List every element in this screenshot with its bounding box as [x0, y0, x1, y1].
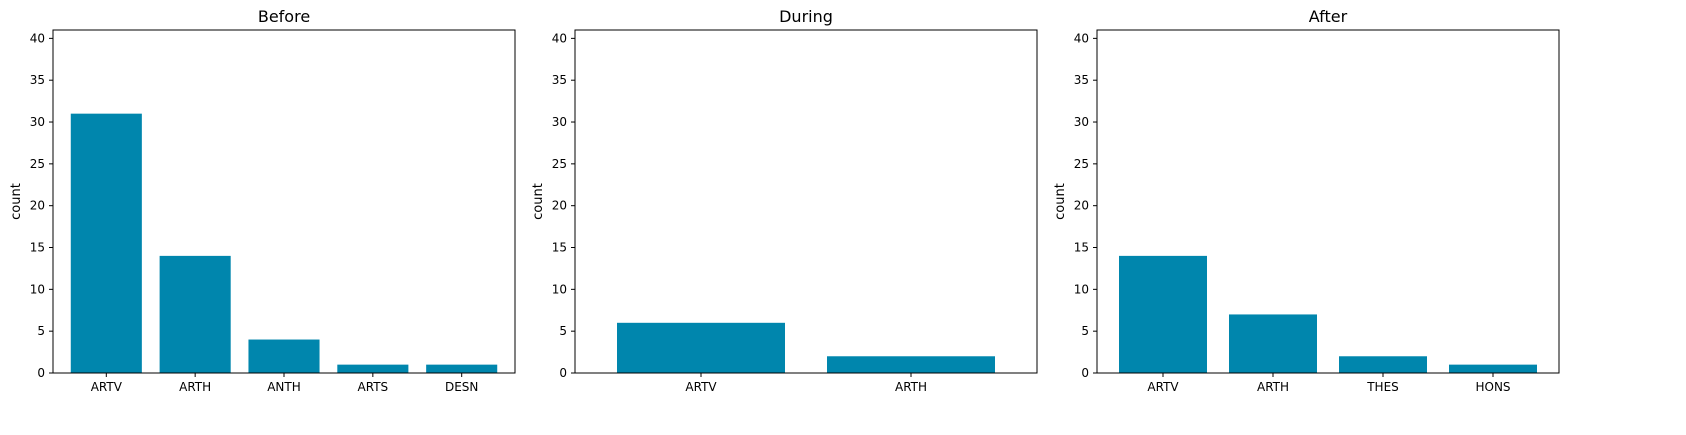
- y-tick-label: 5: [37, 324, 45, 338]
- y-tick-label: 30: [552, 115, 567, 129]
- x-tick-label: ARTH: [1257, 380, 1289, 394]
- y-tick-label: 10: [552, 282, 567, 296]
- bar-desn: [426, 364, 498, 373]
- y-tick-label: 5: [559, 324, 567, 338]
- bar-arth: [159, 255, 231, 373]
- x-tick-label: THES: [1366, 380, 1399, 394]
- bar-artv: [1119, 255, 1207, 373]
- chart-panel-1: 0 5 10 15 20 25 30 35 40 ARTV ARTH ANTH ARTS DESN Befo…: [9, 7, 516, 394]
- y-axis-label: count: [1053, 183, 1068, 220]
- x-tick-label: ARTV: [1147, 380, 1179, 394]
- y-tick-label: 0: [37, 366, 45, 380]
- chart-panel-3: 0 5 10 15 20 25 30 35 40 ARTV ARTH THES HONS After cou…: [1053, 7, 1560, 394]
- y-tick-label: 35: [1074, 73, 1089, 87]
- y-tick-label: 25: [552, 157, 567, 171]
- x-tick-label: ARTH: [179, 380, 211, 394]
- y-tick-label: 0: [559, 366, 567, 380]
- x-tick-label: ARTH: [895, 380, 927, 394]
- x-tick-label: ARTS: [358, 380, 389, 394]
- y-tick-label: 30: [1074, 115, 1089, 129]
- y-tick-label: 40: [30, 31, 45, 45]
- axes-frame: [574, 29, 1038, 374]
- x-tick-label: ARTV: [91, 380, 123, 394]
- bar-arts: [337, 364, 409, 373]
- y-tick-label: 10: [30, 282, 45, 296]
- x-tick-label: DESN: [445, 380, 478, 394]
- x-tick-label: HONS: [1475, 380, 1510, 394]
- y-tick-label: 15: [1074, 241, 1089, 255]
- y-tick-label: 35: [30, 73, 45, 87]
- bar-hons: [1449, 364, 1537, 373]
- y-tick-label: 25: [30, 157, 45, 171]
- y-tick-label: 15: [552, 241, 567, 255]
- y-tick-label: 35: [552, 73, 567, 87]
- chart-title: During: [779, 7, 833, 26]
- y-tick-label: 10: [1074, 282, 1089, 296]
- y-tick-label: 30: [30, 115, 45, 129]
- bar-thes: [1339, 356, 1427, 373]
- x-tick-label: ANTH: [267, 380, 301, 394]
- y-tick-label: 15: [30, 241, 45, 255]
- y-tick-label: 20: [30, 199, 45, 213]
- chart-title: After: [1309, 7, 1348, 26]
- chart-title: Before: [258, 7, 310, 26]
- y-tick-label: 5: [1081, 324, 1089, 338]
- bar-anth: [248, 339, 320, 373]
- chart-panel-2: 0 5 10 15 20 25 30 35 40 ARTV ARTH During count: [531, 7, 1038, 394]
- y-tick-label: 40: [552, 31, 567, 45]
- y-tick-label: 20: [1074, 199, 1089, 213]
- axes-frame: [1096, 29, 1560, 374]
- bar-arth: [827, 356, 995, 373]
- y-axis-label: count: [531, 183, 546, 220]
- y-tick-label: 25: [1074, 157, 1089, 171]
- y-tick-label: 20: [552, 199, 567, 213]
- y-tick-label: 0: [1081, 366, 1089, 380]
- bar-artv: [617, 322, 785, 373]
- x-tick-label: ARTV: [685, 380, 717, 394]
- bar-arth: [1229, 314, 1317, 373]
- y-axis-label: count: [9, 183, 24, 220]
- y-tick-label: 40: [1074, 31, 1089, 45]
- bar-artv: [70, 113, 142, 373]
